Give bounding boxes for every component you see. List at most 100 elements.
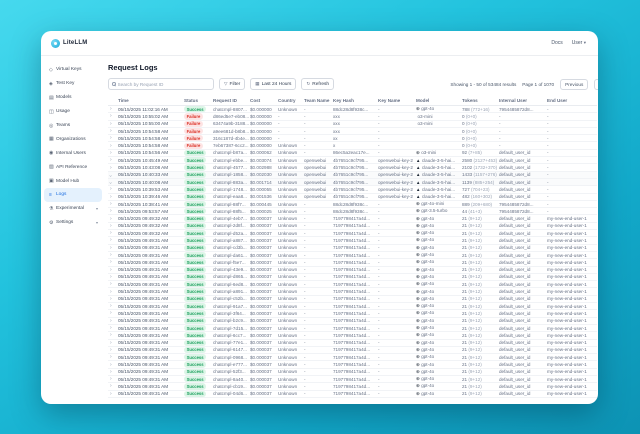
expand-row-icon[interactable]: › bbox=[110, 281, 112, 288]
expand-row-icon[interactable]: › bbox=[110, 230, 112, 237]
table-row[interactable]: › 05/15/2025 09:49:32 AM Success chatcmp… bbox=[108, 222, 597, 231]
expand-row-icon[interactable]: › bbox=[110, 361, 112, 368]
expand-row-icon[interactable]: › bbox=[110, 135, 112, 142]
expand-row-icon[interactable]: › bbox=[110, 368, 112, 375]
table-row[interactable]: › 05/15/2025 09:49:32 AM Success chatcmp… bbox=[108, 229, 597, 238]
expand-row-icon[interactable]: › bbox=[110, 317, 112, 324]
table-row[interactable]: › 05/15/2025 09:49:31 AM Success chatcmp… bbox=[108, 280, 597, 289]
table-row[interactable]: › 05/15/2025 10:55:02 AM Failure d86ed5e… bbox=[108, 112, 597, 121]
previous-page-button[interactable]: Previous bbox=[560, 78, 589, 90]
sidebar-item-usage[interactable]: ◫ Usage bbox=[49, 108, 70, 115]
table-row[interactable]: › 05/15/2025 09:49:31 AM Success chatcmp… bbox=[108, 339, 597, 347]
search-box[interactable] bbox=[108, 78, 214, 90]
expand-row-icon[interactable]: › bbox=[110, 252, 112, 259]
sidebar-item-organizations[interactable]: ▦ Organizations bbox=[49, 136, 86, 143]
expand-row-icon[interactable]: › bbox=[110, 208, 112, 215]
table-row[interactable]: › 05/15/2025 09:49:31 AM Success chatcmp… bbox=[108, 390, 597, 398]
table-row[interactable]: › 05/15/2025 10:38:41 AM Success chatcmp… bbox=[108, 200, 597, 209]
table-row[interactable]: › 05/15/2025 10:54:58 AM Failure a9ee681… bbox=[108, 127, 597, 136]
table-row[interactable]: › 05/15/2025 09:49:31 AM Success chatcmp… bbox=[108, 346, 597, 355]
table-row[interactable]: › 05/15/2025 09:49:31 AM Success chatcmp… bbox=[108, 302, 597, 311]
expand-row-icon[interactable]: › bbox=[110, 157, 112, 164]
expand-row-icon[interactable]: › bbox=[110, 149, 112, 156]
expand-row-icon[interactable]: › bbox=[110, 332, 112, 339]
table-row[interactable]: › 05/15/2025 10:55:00 AM Failure 63474a9… bbox=[108, 120, 597, 128]
table-row[interactable]: › 05/15/2025 09:49:31 AM Success chatcmp… bbox=[108, 236, 597, 245]
expand-row-icon[interactable]: › bbox=[110, 164, 112, 171]
expand-row-icon[interactable]: › bbox=[110, 295, 112, 302]
sidebar-item-logs[interactable]: ≡ Logs bbox=[44, 188, 102, 202]
table-row[interactable]: › 05/15/2025 09:49:31 AM Success chatcmp… bbox=[108, 317, 597, 325]
table-row[interactable]: › 05/15/2025 11:02:16 AM Success chatcmp… bbox=[108, 105, 597, 114]
table-row[interactable]: › 05/15/2025 09:49:31 AM Success chatcmp… bbox=[108, 258, 597, 267]
expand-row-icon[interactable]: › bbox=[110, 346, 112, 353]
sidebar-item-model-hub[interactable]: ▣ Model Hub bbox=[49, 178, 80, 185]
table-row[interactable]: › 05/15/2025 09:49:31 AM Success chatcmp… bbox=[108, 309, 597, 318]
table-row[interactable]: › 05/15/2025 09:49:31 AM Success chatcmp… bbox=[108, 368, 597, 377]
user-menu[interactable]: User ▾ bbox=[572, 40, 586, 46]
expand-row-icon[interactable]: › bbox=[110, 201, 112, 207]
table-row[interactable]: › 05/15/2025 09:49:31 AM Success chatcmp… bbox=[108, 360, 597, 369]
table-row[interactable]: › 05/15/2025 10:39:53 AM Success chatcmp… bbox=[108, 185, 597, 194]
search-input[interactable] bbox=[117, 81, 210, 87]
expand-row-icon[interactable]: › bbox=[110, 325, 112, 332]
sidebar-item-virtual-keys[interactable]: ◇ Virtual Keys bbox=[49, 66, 82, 73]
expand-row-icon[interactable]: › bbox=[110, 354, 112, 361]
table-row[interactable]: › 05/15/2025 09:49:31 AM Success chatcmp… bbox=[108, 266, 597, 274]
time-range-button[interactable]: ▦ Last 24 Hours bbox=[250, 78, 297, 90]
next-page-button[interactable]: Next bbox=[594, 78, 598, 90]
expand-row-icon[interactable]: › bbox=[110, 390, 112, 397]
expand-row-icon[interactable]: › bbox=[110, 339, 112, 346]
expand-row-icon[interactable]: › bbox=[110, 237, 112, 244]
table-row[interactable]: › 05/15/2025 10:40:33 AM Success chatcmp… bbox=[108, 171, 597, 179]
expand-row-icon[interactable]: › bbox=[110, 383, 112, 390]
expand-row-icon[interactable]: › bbox=[110, 303, 112, 310]
expand-row-icon[interactable]: › bbox=[110, 376, 112, 383]
expand-row-icon[interactable]: › bbox=[110, 215, 112, 222]
table-row[interactable]: › 05/15/2025 09:49:31 AM Success chatcmp… bbox=[108, 287, 597, 296]
sidebar-item-api-reference[interactable]: ▧ API Reference bbox=[49, 164, 88, 171]
table-row[interactable]: › 05/15/2025 09:49:31 AM Success chatcmp… bbox=[108, 331, 597, 340]
expand-row-icon[interactable]: › bbox=[110, 142, 112, 149]
sidebar-item-settings[interactable]: ⚙ Settings ▾ bbox=[49, 219, 98, 226]
expand-row-icon[interactable]: › bbox=[110, 310, 112, 317]
table-row[interactable]: › 05/15/2025 09:49:31 AM Success chatcmp… bbox=[108, 251, 597, 260]
expand-row-icon[interactable]: › bbox=[110, 128, 112, 135]
table-row[interactable]: › 05/15/2025 09:49:31 AM Success chatcmp… bbox=[108, 324, 597, 333]
table-row[interactable]: › 05/15/2025 09:49:31 AM Success chatcmp… bbox=[108, 244, 597, 252]
docs-link[interactable]: Docs bbox=[551, 40, 563, 46]
table-row[interactable]: › 05/15/2025 10:39:46 AM Success chatcmp… bbox=[108, 193, 597, 201]
expand-row-icon[interactable]: › bbox=[108, 173, 113, 177]
table-row[interactable]: › 05/15/2025 09:49:31 AM Success chatcmp… bbox=[108, 382, 597, 391]
expand-row-icon[interactable]: › bbox=[110, 113, 112, 120]
expand-row-icon[interactable]: › bbox=[110, 120, 112, 127]
table-row[interactable]: › 05/15/2025 09:53:57 AM Success chatcmp… bbox=[108, 207, 597, 216]
sidebar-item-teams[interactable]: ◎ Teams bbox=[49, 122, 71, 129]
sidebar-item-models[interactable]: ▤ Models bbox=[49, 94, 72, 101]
table-row[interactable]: › 05/15/2025 09:49:32 AM Success chatcmp… bbox=[108, 214, 597, 223]
table-row[interactable]: › 05/15/2025 10:54:58 AM Failure 7eb6738… bbox=[108, 141, 597, 150]
table-row[interactable]: › 05/15/2025 10:40:08 AM Success chatcmp… bbox=[108, 178, 597, 187]
table-row[interactable]: › 05/15/2025 09:49:31 AM Success chatcmp… bbox=[108, 295, 597, 304]
sidebar-item-test-key[interactable]: ◈ Test Key bbox=[49, 80, 75, 87]
table-row[interactable]: › 05/15/2025 10:54:58 AM Failure 316c187… bbox=[108, 134, 597, 143]
table-row[interactable]: › 05/15/2025 09:49:31 AM Success chatcmp… bbox=[108, 273, 597, 282]
sidebar-item-internal-users[interactable]: ◉ Internal Users bbox=[49, 150, 86, 157]
expand-row-icon[interactable]: › bbox=[110, 273, 112, 280]
expand-row-icon[interactable]: › bbox=[110, 266, 112, 273]
sidebar-item-experimental[interactable]: ⚗ Experimental ▾ bbox=[49, 205, 98, 212]
table-row[interactable]: › 05/15/2025 10:43:08 AM Success chatcmp… bbox=[108, 163, 597, 172]
expand-row-icon[interactable]: › bbox=[110, 222, 112, 229]
expand-row-icon[interactable]: › bbox=[110, 288, 112, 295]
table-row[interactable]: › 05/15/2025 09:49:31 AM Success chatcmp… bbox=[108, 353, 597, 362]
table-row[interactable]: › 05/15/2025 10:45:49 AM Success chatcmp… bbox=[108, 156, 597, 165]
table-row[interactable]: › 05/15/2025 10:54:56 AM Success chatcmp… bbox=[108, 149, 597, 158]
expand-row-icon[interactable]: › bbox=[110, 244, 112, 251]
expand-row-icon[interactable]: › bbox=[108, 180, 113, 184]
expand-row-icon[interactable]: › bbox=[110, 106, 112, 113]
expand-row-icon[interactable]: › bbox=[110, 186, 112, 193]
table-row[interactable]: › 05/15/2025 09:49:31 AM Success chatcmp… bbox=[108, 375, 597, 384]
refresh-button[interactable]: ↻ Refresh bbox=[301, 78, 335, 90]
expand-row-icon[interactable]: › bbox=[110, 193, 112, 200]
expand-row-icon[interactable]: › bbox=[110, 259, 112, 266]
